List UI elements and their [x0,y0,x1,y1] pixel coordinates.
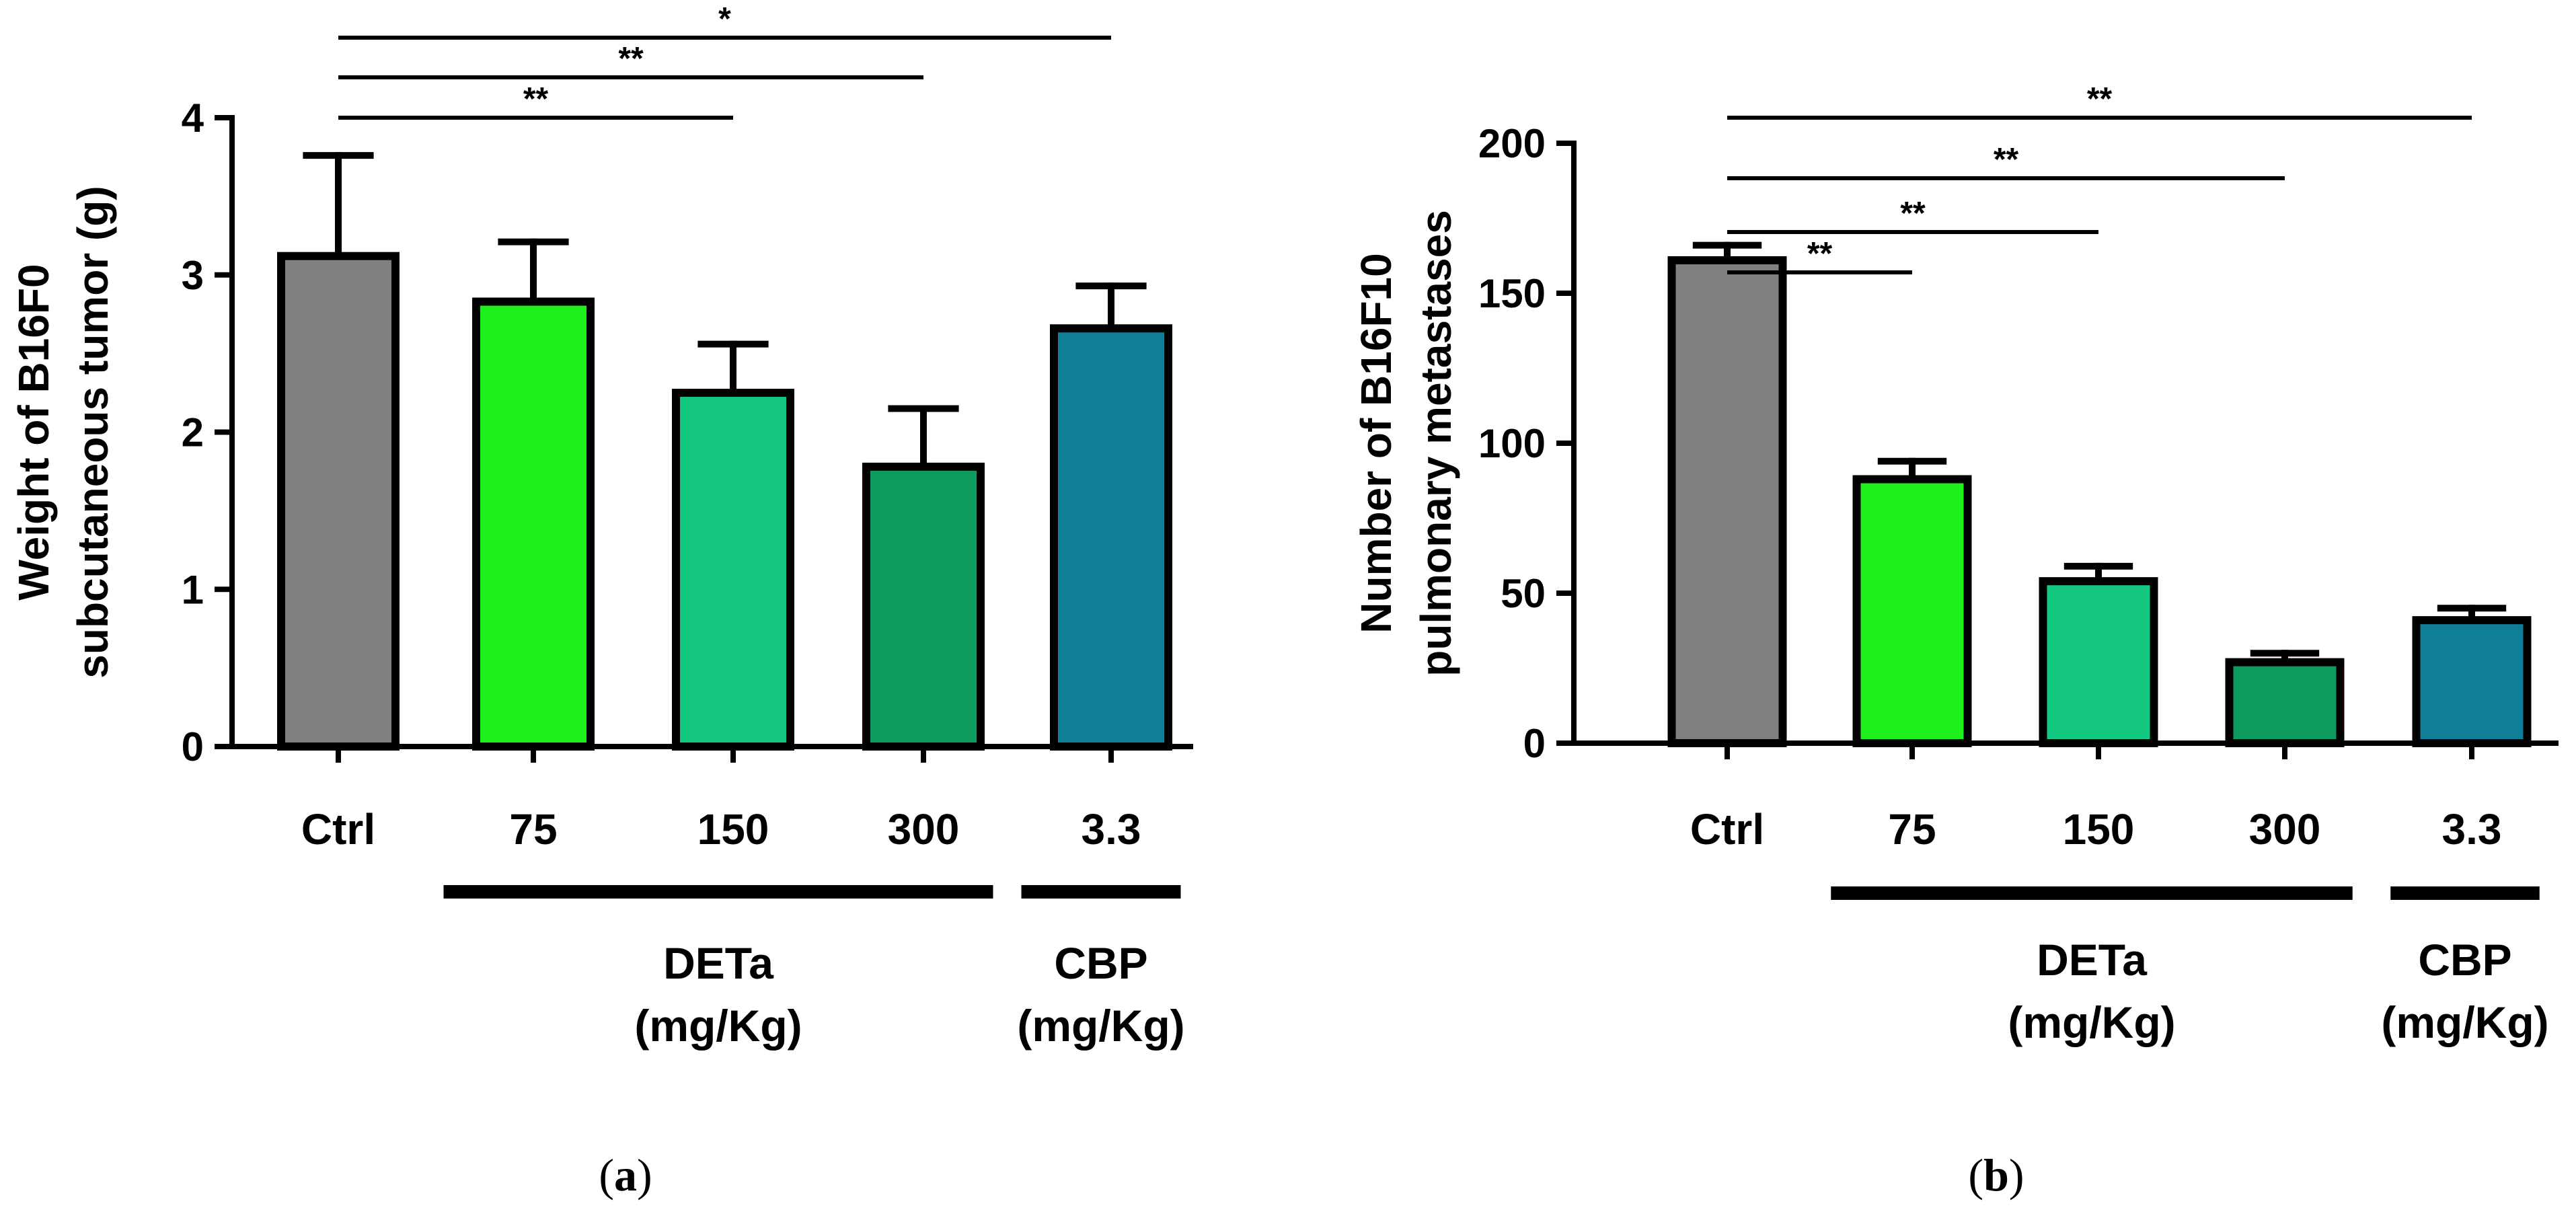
group-label: (mg/Kg) [2008,997,2175,1047]
significance-stars: ** [1994,142,2019,178]
y-axis-label: pulmonary metastases [1412,210,1460,677]
significance-stars: ** [618,41,644,77]
group-label: DETa [663,938,774,988]
x-tick-label: Ctrl [301,805,375,853]
panel-label: (b) [1968,1149,2024,1201]
y-tick-label: 100 [1478,421,1546,466]
bar-300 [2225,658,2345,748]
x-tick-label: 300 [888,805,960,853]
bar-Ctrl [1667,256,1787,747]
y-tick-label: 150 [1478,271,1546,316]
significance-stars: * [718,1,731,37]
significance-stars: ** [1807,236,1833,272]
bar-150 [2039,577,2158,747]
group-label: CBP [2418,935,2511,985]
x-tick-label: Ctrl [1690,805,1764,853]
group-label: DETa [2037,935,2148,985]
y-axis-label: Number of B16F10 [1352,253,1400,633]
x-tick-label: 75 [509,805,557,853]
bar-75 [1852,475,1972,748]
y-tick-label: 3 [182,253,204,298]
significance-stars: ** [523,81,549,117]
group-label: (mg/Kg) [634,1001,802,1051]
panel-label: (a) [599,1149,652,1201]
bar-3.3 [1050,324,1172,751]
panel-a-chart: 0 1 2 3 4 Ctrl 75 150 300 3.3 Weight of B16F0 subcu… [9,1,1193,1201]
bar-75 [472,297,595,751]
y-tick-label: 2 [182,410,204,455]
bar-150 [672,389,794,751]
x-tick-label: 150 [2063,805,2135,853]
y-axis-label: subcutaneous tumor (g) [69,186,117,678]
group-label: (mg/Kg) [1017,1001,1184,1051]
significance-stars: ** [1900,196,1926,231]
significance-stars: ** [2087,81,2113,117]
x-tick-label: 150 [697,805,769,853]
x-tick-label: 300 [2249,805,2321,853]
y-tick-label: 200 [1478,121,1546,166]
y-tick-label: 50 [1501,571,1546,616]
x-tick-label: 3.3 [2442,805,2502,853]
y-tick-label: 0 [182,724,204,769]
panel-b-chart: 0 50 100 150 200 Ctrl 75 150 300 3.3 Number of B16… [1352,81,2559,1201]
bar-Ctrl [277,252,400,751]
y-tick-label: 1 [182,567,204,612]
group-label: (mg/Kg) [2381,997,2548,1047]
bar-3.3 [2412,616,2532,748]
y-axis-label: Weight of B16F0 [9,264,58,600]
x-tick-label: 3.3 [1082,805,1141,853]
x-tick-label: 75 [1888,805,1936,853]
y-tick-label: 0 [1523,721,1546,766]
bar-300 [862,462,985,751]
y-tick-label: 4 [182,96,204,141]
group-label: CBP [1054,938,1147,988]
